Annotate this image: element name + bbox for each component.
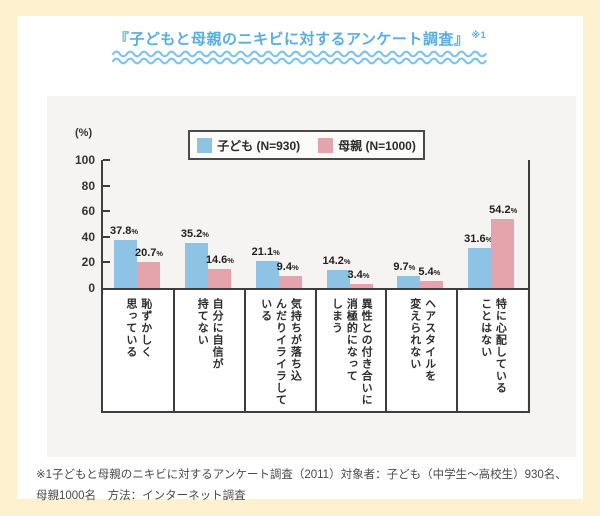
percent-sign: % (202, 230, 209, 239)
y-tick (103, 184, 110, 187)
child-value-label: 35.2% (180, 228, 209, 240)
mother-value-label: 9.4% (276, 261, 299, 273)
mother-value-label: 5.4% (418, 266, 441, 278)
category-cell: 自分に自信が 持てない (174, 290, 244, 411)
mother-bar (137, 262, 160, 288)
y-tick (103, 261, 110, 264)
legend-item-mother: 母親 (N=1000) (318, 137, 416, 154)
category-label: 自分に自信が 持てない (196, 298, 224, 370)
y-tick (103, 235, 110, 238)
mother-bar (491, 219, 515, 288)
y-axis-line (101, 160, 103, 413)
mother-bar (278, 276, 302, 288)
percent-sign: % (131, 227, 139, 236)
child-value-label: 21.1% (251, 246, 280, 258)
survey-footnote: ※1子どもと母親のニキビに対するアンケート調査（2011）対象者：子ども（中学生… (36, 469, 567, 503)
mother-value-label: 14.6% (205, 254, 234, 266)
percent-sign: % (343, 257, 351, 266)
legend-item-child: 子ども (N=930) (197, 137, 300, 154)
chart-right-border (528, 160, 530, 413)
percent-sign: % (510, 206, 518, 215)
category-divider (385, 288, 388, 413)
percent-sign: % (408, 263, 416, 272)
category-cell: 異性との付き合いに 消極的になって しまう (316, 290, 386, 411)
category-divider (314, 288, 317, 413)
mother-value-label: 54.2% (489, 204, 518, 216)
percent-sign: % (156, 249, 164, 258)
survey-card: 『子どもと母親のニキビに対するアンケート調査』 ※1 (%) 子ども (N=930… (17, 16, 583, 502)
percent-sign: % (362, 271, 370, 280)
mother-bar (349, 284, 373, 288)
category-label: 恥ずかしく 思っている (124, 298, 152, 358)
bar-chart: 0 20 40 60 80 100 恥ずかしく 思っている 37.8% 20.7% 自分に自信が … (75, 154, 530, 413)
percent-sign: % (433, 268, 441, 277)
child-bar (255, 261, 279, 288)
child-bar (468, 248, 492, 288)
child-bar (114, 240, 137, 288)
page-title-text: 『子どもと母親のニキビに対するアンケート調査』 (113, 31, 470, 48)
y-tick-label: 40 (81, 229, 95, 244)
y-tick-label: 20 (81, 255, 95, 270)
title-block: 『子どもと母親のニキビに対するアンケート調査』 ※1 (17, 28, 583, 66)
percent-sign: % (291, 263, 299, 272)
category-divider (243, 288, 246, 413)
child-value-label: 9.7% (393, 261, 416, 273)
percent-sign: % (485, 235, 493, 244)
y-tick-label: 0 (88, 281, 95, 295)
category-cell: 気持ちが落ち込 んだりイライラして いる (245, 290, 315, 411)
child-bar (397, 276, 421, 288)
mother-series-swatch (318, 137, 334, 153)
child-bar (184, 243, 208, 288)
chart-panel: (%) 子ども (N=930) 母親 (N=1000) 0 20 40 60 80 100… (47, 96, 576, 457)
wavy-underline-decoration (111, 50, 487, 65)
category-label: 気持ちが落ち込 んだりイライラして いる (259, 298, 302, 406)
child-value-label: 31.6% (464, 233, 493, 245)
category-divider (172, 288, 175, 413)
child-series-swatch (197, 137, 213, 153)
y-axis-unit-label: (%) (75, 127, 93, 139)
title-footnote-marker: ※1 (471, 30, 487, 40)
mother-bar (207, 269, 231, 288)
legend-label-mother: 母親 (N=1000) (338, 138, 416, 153)
mother-bar (420, 281, 444, 288)
mother-value-label: 3.4% (347, 269, 370, 281)
y-tick (103, 210, 110, 213)
child-value-label: 37.8% (110, 225, 139, 237)
page-title: 『子どもと母親のニキビに対するアンケート調査』 ※1 (114, 28, 486, 49)
y-tick (103, 159, 110, 161)
child-bar (326, 270, 350, 288)
category-label: 異性との付き合いに 消極的になって しまう (330, 298, 373, 406)
y-tick-label: 80 (81, 178, 95, 193)
chart-legend: 子ども (N=930) 母親 (N=1000) (188, 130, 425, 160)
percent-sign: % (227, 256, 234, 265)
category-label: ヘアスタイルを 変えられない (408, 298, 436, 382)
legend-label-child: 子ども (N=930) (217, 138, 301, 153)
percent-sign: % (273, 248, 280, 257)
mother-value-label: 20.7% (135, 247, 164, 259)
category-cell: 特に心配している ことはない (458, 290, 527, 411)
category-divider (456, 288, 459, 413)
y-tick-label: 60 (81, 204, 95, 219)
category-cell: ヘアスタイルを 変えられない (387, 290, 457, 411)
category-cell: 恥ずかしく 思っている (103, 290, 173, 411)
category-label: 特に心配している ことはない (479, 298, 507, 394)
y-tick-label: 100 (74, 153, 95, 167)
child-value-label: 14.2% (322, 255, 351, 267)
